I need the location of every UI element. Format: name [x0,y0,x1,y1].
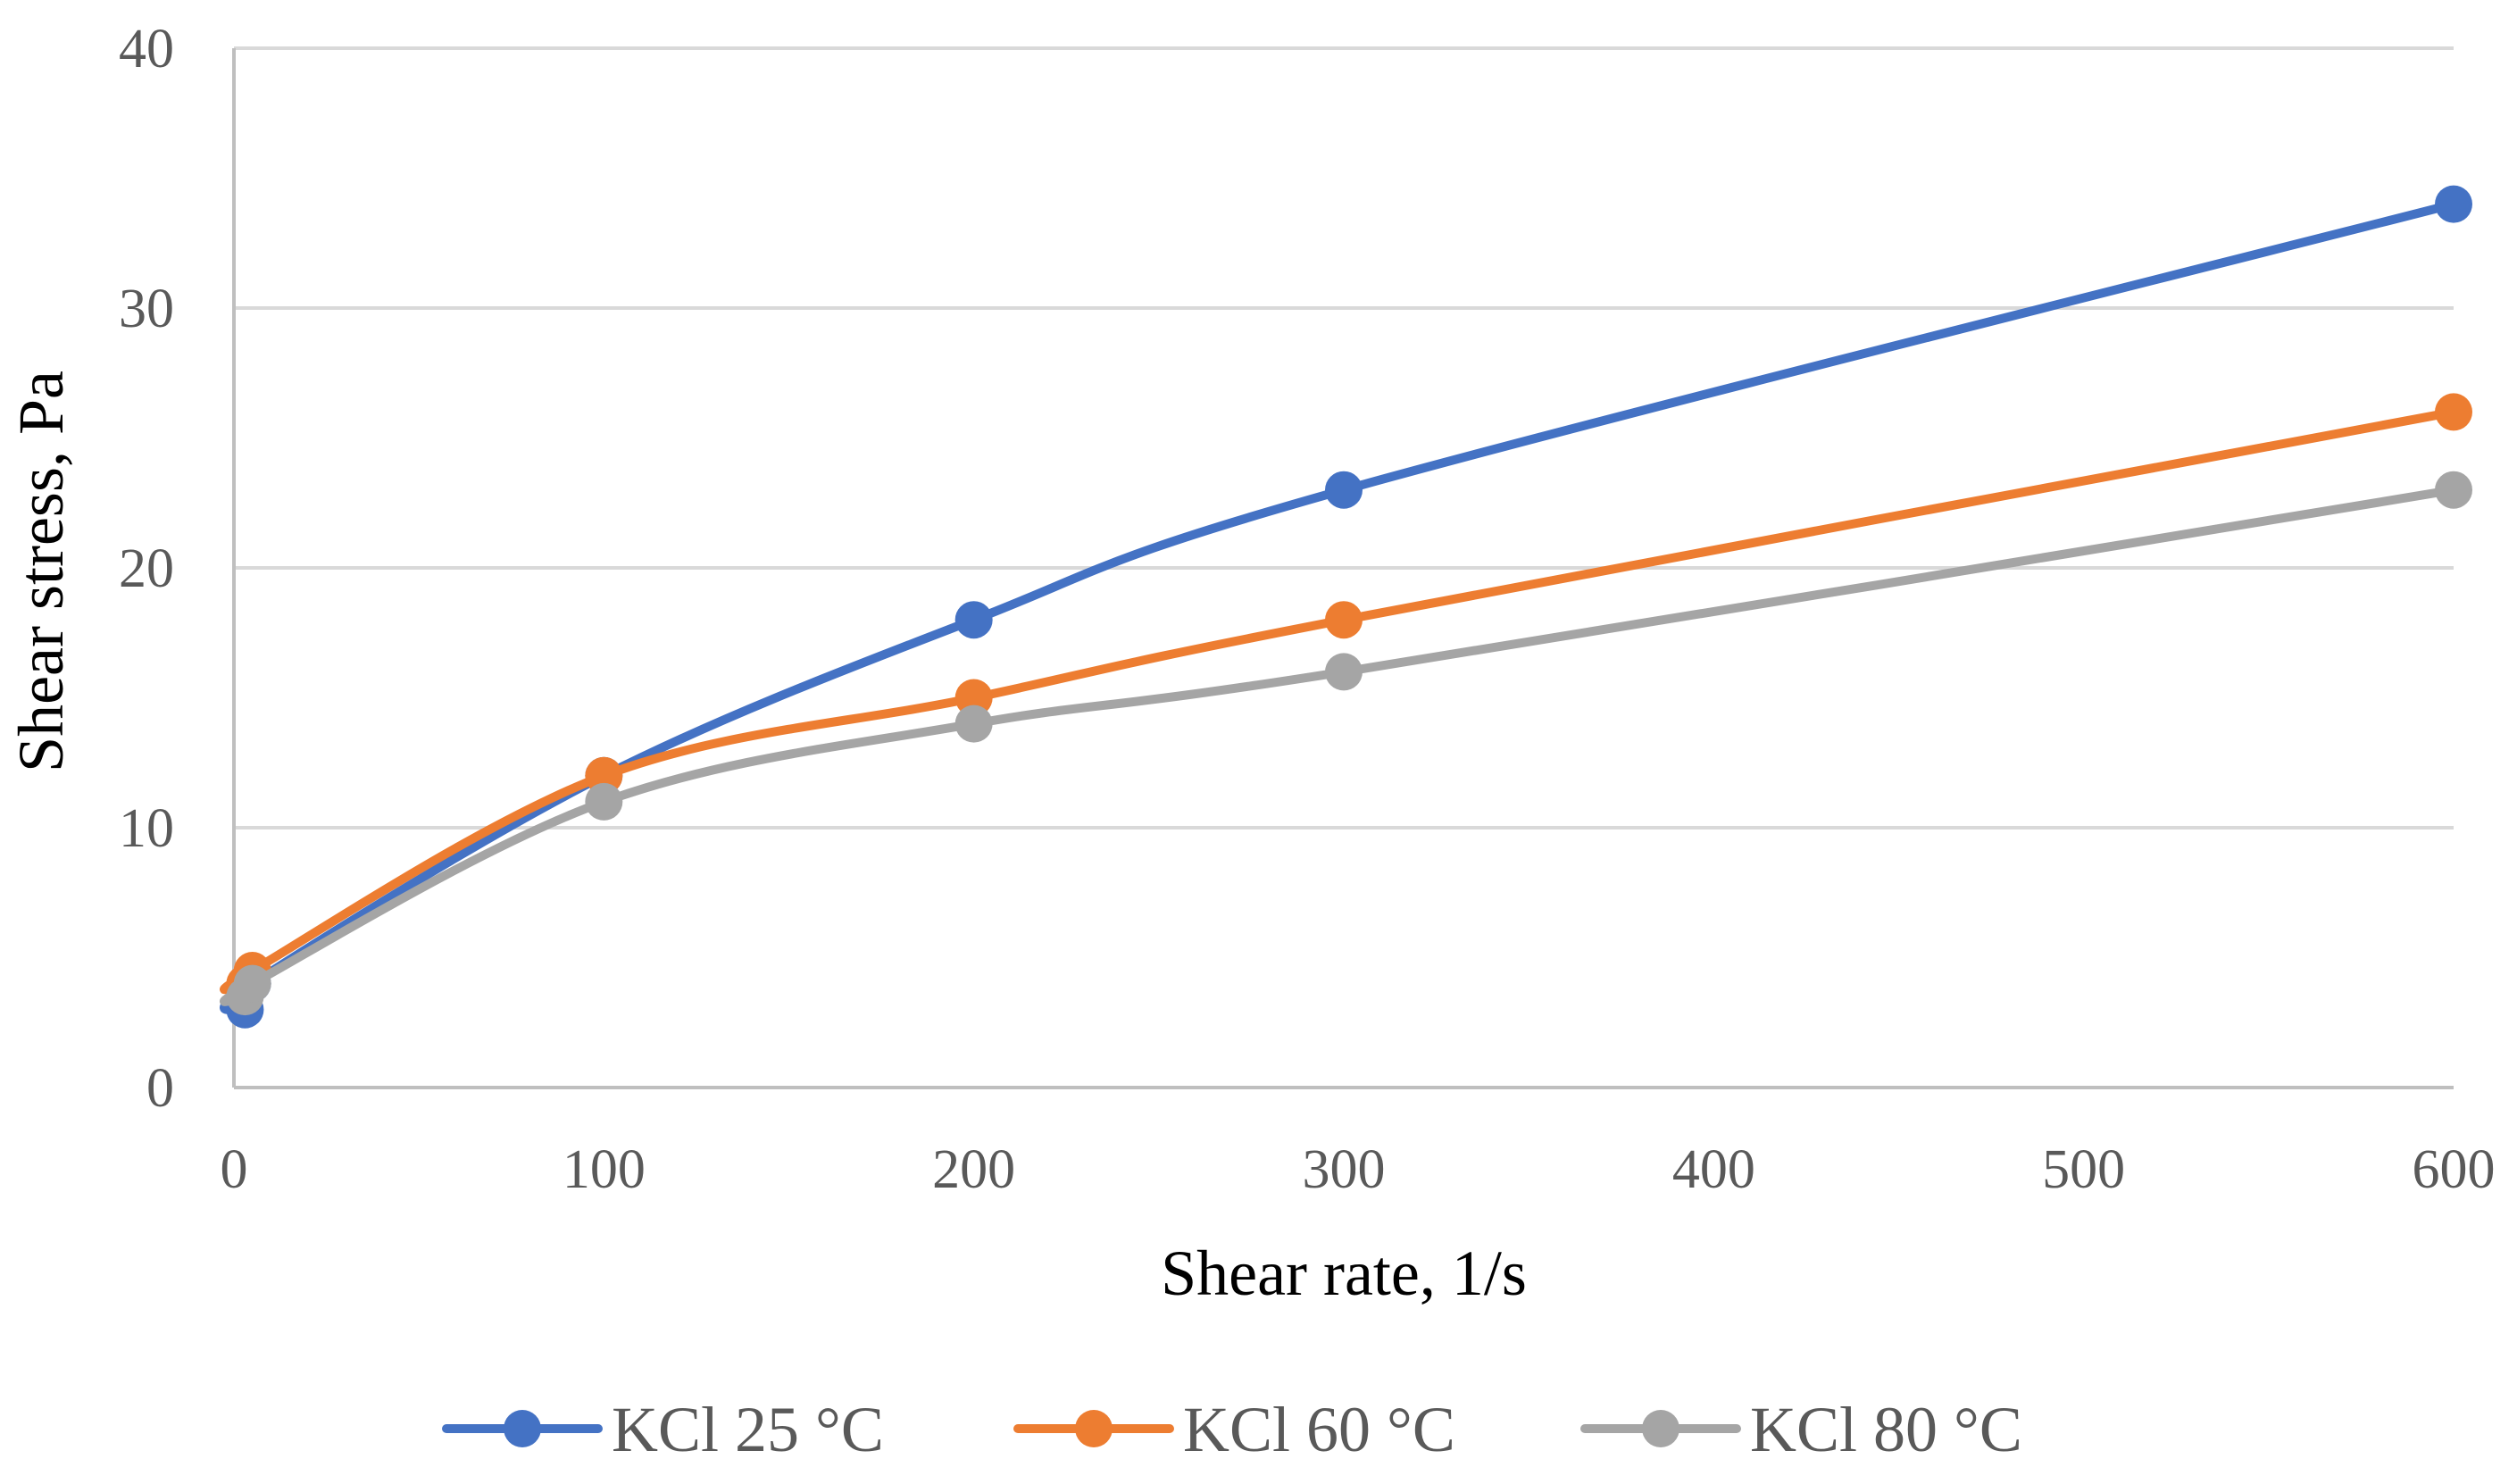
data-point-series-3-x5 [233,964,271,1003]
x-tick-label-200: 200 [932,1139,1015,1200]
gridlines [234,46,2454,830]
data-point-series-1-x200 [954,601,993,639]
legend-item-3: KCl 80 °C [1580,1394,2022,1465]
legend-marker-3 [1642,1410,1679,1447]
y-tick-label-30: 30 [119,279,174,339]
legend-label-3: KCl 80 °C [1750,1394,2022,1465]
data-point-series-3-x200 [954,704,993,743]
legend-item-1: KCl 25 °C [442,1394,884,1465]
series-layer [220,185,2472,1029]
data-point-series-2-x300 [1325,601,1363,639]
data-point-series-2-x200 [954,679,993,717]
x-tick-label-500: 500 [2042,1139,2125,1200]
y-tick-label-0: 0 [146,1058,174,1119]
data-point-series-2-x600 [2435,393,2472,431]
data-point-series-3-x600 [2435,471,2472,509]
legend-marker-2 [1075,1410,1113,1447]
x-tick-label-0: 0 [221,1139,248,1200]
legend: KCl 25 °C KCl 60 °C KCl 80 °C [442,1394,2022,1465]
y-axis-title: Shear stress, Pa [5,371,77,772]
axes [232,48,2454,1089]
x-tick-label-100: 100 [563,1139,646,1200]
x-axis-title: Shear rate, 1/s [1161,1238,1527,1309]
y-tick-label-20: 20 [119,538,174,599]
legend-label-1: KCl 25 °C [612,1394,884,1465]
data-point-series-3-x100 [585,782,623,821]
data-point-series-2-x100 [585,756,623,795]
data-point-series-1-x600 [2435,185,2472,223]
data-point-series-3-x300 [1325,653,1363,691]
legend-marker-1 [504,1410,541,1447]
x-tick-label-600: 600 [2413,1139,2496,1200]
legend-item-2: KCl 60 °C [1013,1394,1455,1465]
legend-label-2: KCl 60 °C [1183,1394,1455,1465]
series-3 [220,471,2472,1016]
x-tick-label-300: 300 [1303,1139,1386,1200]
y-tick-label-10: 10 [119,798,174,859]
data-point-series-1-x300 [1325,471,1363,509]
y-tick-label-40: 40 [119,19,174,79]
x-tick-label-400: 400 [1672,1139,1755,1200]
